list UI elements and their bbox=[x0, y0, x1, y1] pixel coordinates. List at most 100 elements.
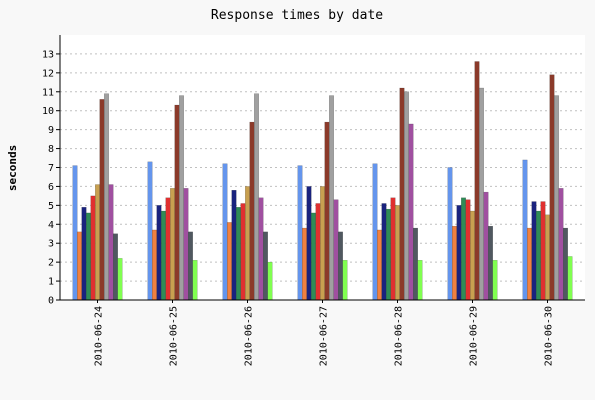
bar bbox=[302, 227, 307, 301]
bar bbox=[372, 163, 378, 301]
plot-area: 2010-06-24 2010-06-25 2010-06-26 2010-06-27… bbox=[42, 35, 585, 366]
bar bbox=[222, 163, 228, 301]
bar bbox=[461, 197, 466, 301]
y-tick-label: 5 bbox=[48, 201, 54, 212]
bar bbox=[147, 161, 153, 301]
bar bbox=[377, 229, 382, 301]
bar bbox=[479, 87, 484, 301]
bar bbox=[188, 231, 193, 301]
bar bbox=[245, 186, 250, 301]
bar bbox=[320, 186, 325, 301]
bar bbox=[231, 190, 237, 301]
bar bbox=[108, 184, 114, 301]
bar bbox=[315, 203, 321, 301]
bar bbox=[152, 229, 157, 301]
bar bbox=[165, 197, 171, 301]
chart-title: Response times by date bbox=[211, 8, 383, 23]
bar bbox=[522, 159, 528, 301]
bar bbox=[329, 95, 334, 301]
bar bbox=[324, 121, 330, 301]
x-tick-label: 2010-06-27 bbox=[319, 306, 330, 366]
y-tick-label: 11 bbox=[42, 87, 54, 98]
bar bbox=[567, 256, 573, 301]
bar bbox=[536, 210, 541, 301]
bar bbox=[483, 191, 489, 301]
bar bbox=[306, 186, 312, 301]
y-tick-label: 1 bbox=[48, 277, 54, 288]
bar bbox=[527, 227, 532, 301]
bar bbox=[227, 222, 232, 301]
bar bbox=[474, 61, 480, 301]
bar bbox=[452, 225, 457, 301]
bar bbox=[297, 165, 303, 301]
bar bbox=[263, 231, 268, 301]
bar bbox=[465, 199, 471, 301]
bar bbox=[545, 214, 550, 301]
bar bbox=[447, 167, 453, 301]
x-tick-label: 2010-06-25 bbox=[169, 306, 180, 366]
bar bbox=[104, 93, 109, 301]
bar bbox=[174, 104, 180, 301]
bar bbox=[86, 212, 91, 301]
y-tick-label: 9 bbox=[48, 125, 54, 136]
bar bbox=[488, 225, 493, 301]
bar bbox=[113, 233, 118, 301]
bar bbox=[558, 188, 564, 301]
bar bbox=[492, 260, 498, 301]
bar bbox=[338, 231, 343, 301]
bar bbox=[470, 210, 475, 301]
bar bbox=[563, 227, 568, 301]
bar bbox=[399, 87, 405, 301]
bar bbox=[333, 199, 339, 301]
bar bbox=[413, 227, 418, 301]
bar bbox=[99, 99, 105, 301]
bar bbox=[540, 201, 546, 301]
x-tick-label: 2010-06-24 bbox=[94, 306, 105, 366]
y-tick-label: 8 bbox=[48, 144, 54, 155]
bar bbox=[404, 91, 409, 301]
bar bbox=[531, 201, 537, 301]
bar bbox=[249, 121, 255, 301]
bar bbox=[77, 231, 82, 301]
bar bbox=[254, 93, 259, 301]
bar bbox=[240, 203, 246, 301]
y-tick-label: 3 bbox=[48, 239, 54, 250]
bar bbox=[117, 258, 123, 301]
bar bbox=[395, 205, 400, 301]
bar bbox=[72, 165, 78, 301]
bar bbox=[183, 188, 189, 301]
y-axis-label: seconds bbox=[6, 145, 19, 191]
bar bbox=[81, 207, 87, 301]
y-tick-label: 12 bbox=[42, 68, 54, 79]
bar bbox=[179, 95, 184, 301]
bar bbox=[95, 184, 100, 301]
y-tick-label: 4 bbox=[48, 220, 54, 231]
y-tick-label: 13 bbox=[42, 49, 54, 60]
bar bbox=[90, 195, 96, 301]
bar bbox=[170, 188, 175, 301]
x-tick-label: 2010-06-28 bbox=[394, 306, 405, 366]
bar bbox=[549, 74, 555, 301]
bar bbox=[386, 208, 391, 301]
bar bbox=[554, 95, 559, 301]
y-tick-label: 0 bbox=[48, 296, 54, 307]
bar bbox=[267, 261, 273, 301]
y-tick-label: 2 bbox=[48, 258, 54, 269]
bar bbox=[456, 205, 462, 301]
bar bbox=[156, 205, 162, 301]
bar bbox=[408, 123, 414, 301]
y-tick-label: 10 bbox=[42, 106, 54, 117]
bar bbox=[258, 197, 264, 301]
x-tick-label: 2010-06-26 bbox=[244, 306, 255, 366]
bar bbox=[192, 260, 198, 301]
bar bbox=[236, 207, 241, 301]
bar bbox=[342, 260, 348, 301]
y-tick-label: 6 bbox=[48, 182, 54, 193]
y-tick-label: 7 bbox=[48, 163, 54, 174]
x-tick-label: 2010-06-29 bbox=[469, 306, 480, 366]
bar bbox=[390, 197, 396, 301]
bar bbox=[417, 260, 423, 301]
bar bbox=[161, 210, 166, 301]
